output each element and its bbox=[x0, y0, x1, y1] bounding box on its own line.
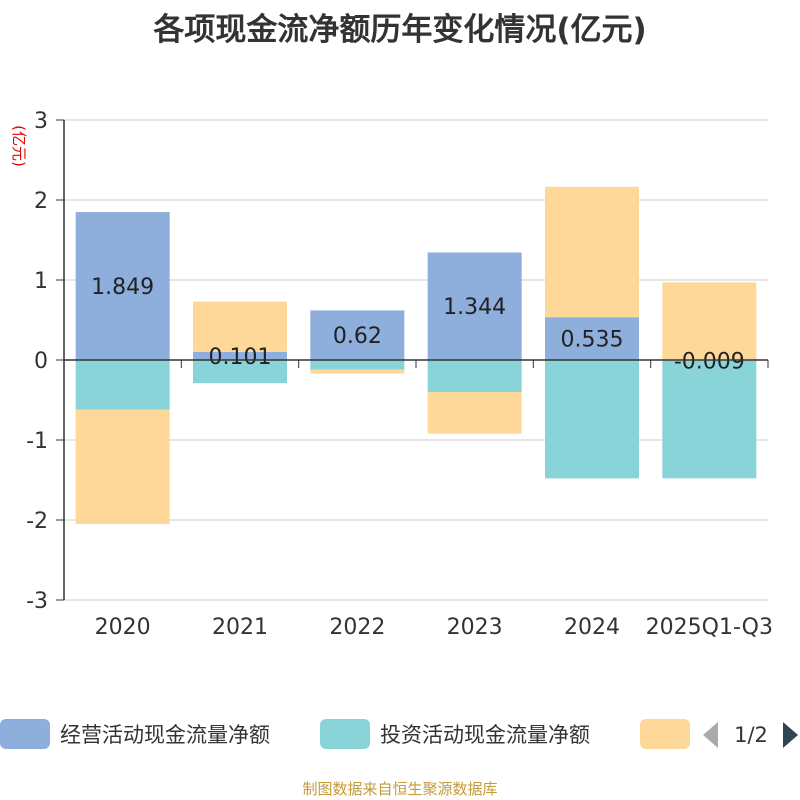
bar-series3-2025Q1-Q3 bbox=[662, 282, 757, 360]
bar-series3-2023 bbox=[427, 392, 522, 434]
y-tick-label: 3 bbox=[34, 109, 48, 134]
legend-swatch-2 bbox=[320, 719, 370, 749]
bar-series3-2020 bbox=[75, 409, 170, 524]
x-tick-label: 2025Q1-Q3 bbox=[646, 615, 773, 640]
bar-series3-2024 bbox=[545, 186, 639, 318]
bar-series1-2020 bbox=[75, 212, 170, 360]
data-source-footer: 制图数据来自恒生聚源数据库 bbox=[302, 780, 498, 798]
x-tick-label: 2020 bbox=[95, 615, 151, 640]
bar-series2-2020 bbox=[75, 360, 170, 410]
data-label: 0.535 bbox=[561, 328, 624, 353]
bar-series2-2023 bbox=[427, 360, 522, 392]
data-label: -0.009 bbox=[674, 349, 745, 374]
legend-swatch-1 bbox=[0, 719, 50, 749]
legend-label: 投资活动现金流量净额 bbox=[380, 723, 590, 747]
data-label: 0.101 bbox=[209, 345, 272, 370]
chart-title: 各项现金流净额历年变化情况(亿元) bbox=[153, 12, 647, 48]
bar-series2-2022 bbox=[310, 360, 405, 370]
legend-label: 经营活动现金流量净额 bbox=[60, 723, 270, 747]
legend-prev-page-icon[interactable] bbox=[703, 722, 718, 748]
y-axis-unit-label: (亿元) bbox=[10, 125, 28, 167]
data-label: 0.62 bbox=[333, 324, 382, 349]
bar-series2-2021 bbox=[193, 360, 287, 384]
data-label: 1.849 bbox=[91, 275, 154, 300]
y-tick-label: -1 bbox=[26, 429, 48, 454]
y-tick-label: 1 bbox=[34, 269, 48, 294]
bar-series1-2021 bbox=[193, 351, 287, 360]
y-tick-label: -2 bbox=[26, 509, 48, 534]
x-tick-label: 2021 bbox=[212, 615, 268, 640]
legend-next-page-icon[interactable] bbox=[783, 722, 798, 748]
data-label: 1.344 bbox=[443, 295, 506, 320]
legend-swatch-3 bbox=[640, 719, 690, 749]
x-tick-label: 2022 bbox=[329, 615, 385, 640]
y-tick-label: -3 bbox=[26, 589, 48, 614]
bar-series1-2022 bbox=[310, 310, 405, 360]
bar-series3-2021 bbox=[193, 301, 287, 352]
x-tick-label: 2024 bbox=[564, 615, 620, 640]
bar-series3-2022 bbox=[310, 369, 405, 374]
bar-series1-2023 bbox=[427, 252, 522, 360]
bar-series2-2024 bbox=[545, 360, 639, 479]
x-tick-label: 2023 bbox=[447, 615, 503, 640]
y-tick-label: 0 bbox=[34, 349, 48, 374]
bar-series2-2025Q1-Q3 bbox=[662, 360, 757, 479]
bar-series1-2024 bbox=[545, 317, 639, 360]
legend-page-indicator: 1/2 bbox=[734, 723, 768, 747]
y-tick-label: 2 bbox=[34, 189, 48, 214]
